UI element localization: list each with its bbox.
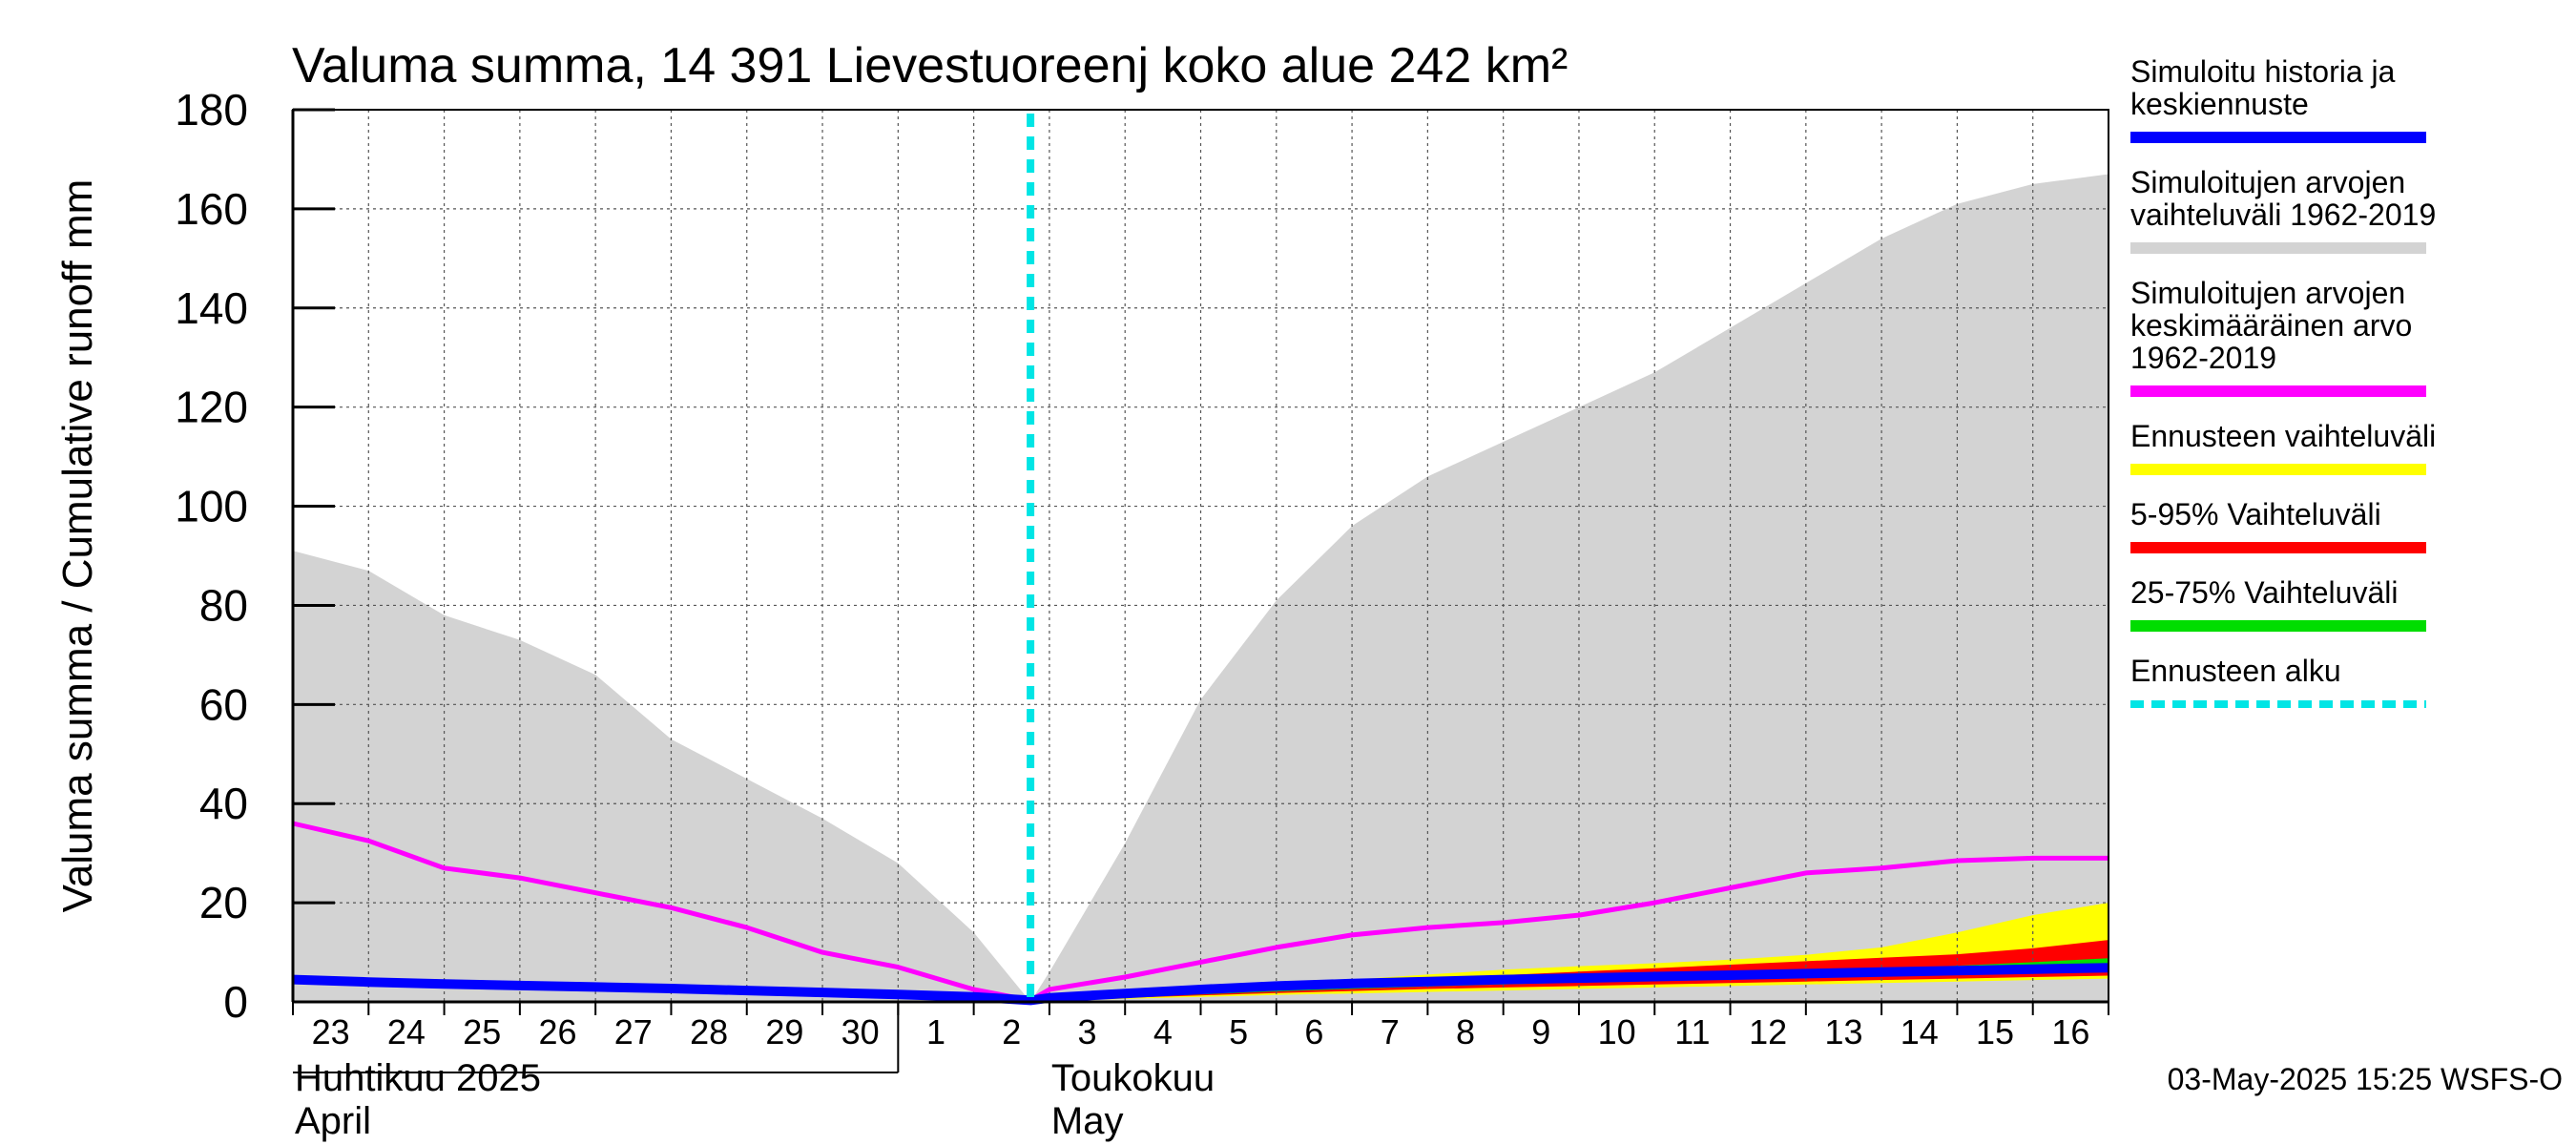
x-tick-label: 23 [312, 1012, 350, 1051]
legend-text-2: Simuloitujen arvojen [2130, 276, 2405, 310]
series-line-0 [292, 821, 2109, 1003]
x-tick-label: 9 [1531, 1012, 1550, 1051]
x-tick-label: 13 [1824, 1012, 1862, 1051]
x-tick-label: 16 [2051, 1012, 2089, 1051]
x-tick-label: 4 [1153, 1012, 1173, 1051]
y-tick-label: 160 [175, 184, 248, 234]
month-label-fi: Toukokuu [1051, 1057, 1215, 1099]
x-tick-label: 10 [1598, 1012, 1636, 1051]
y-tick-label: 180 [175, 85, 248, 135]
timestamp: 03-May-2025 15:25 WSFS-O [2168, 1062, 2563, 1096]
legend-text-4: 5-95% Vaihteluväli [2130, 497, 2381, 531]
chart-title: Valuma summa, 14 391 Lievestuoreenj koko… [292, 38, 1568, 94]
legend-text-3: Ennusteen vaihteluväli [2130, 419, 2436, 453]
x-tick-label: 3 [1078, 1012, 1097, 1051]
line-layer [292, 821, 2109, 1006]
y-tick-label: 0 [223, 977, 248, 1027]
x-tick-label: 1 [926, 1012, 945, 1051]
y-tick-label: 80 [199, 580, 248, 630]
band-0 [293, 174, 2109, 1002]
legend-text-1: vaihteluväli 1962-2019 [2130, 198, 2436, 232]
month-label-fi: Huhtikuu 2025 [295, 1057, 541, 1099]
month-label-en: April [295, 1100, 371, 1142]
x-tick-label: 5 [1229, 1012, 1248, 1051]
month-label-en: May [1051, 1100, 1124, 1142]
legend-text-1: Simuloitujen arvojen [2130, 165, 2405, 199]
x-tick-label: 29 [765, 1012, 803, 1051]
legend-text-6: Ennusteen alku [2130, 654, 2341, 688]
y-tick-label: 60 [199, 679, 248, 729]
y-tick-label: 120 [175, 383, 248, 432]
x-tick-label: 8 [1456, 1012, 1475, 1051]
y-tick-label: 40 [199, 779, 248, 828]
x-tick-label: 2 [1002, 1012, 1021, 1051]
x-tick-label: 25 [463, 1012, 501, 1051]
series-line-1 [292, 963, 2109, 1006]
x-tick-label: 11 [1674, 1012, 1710, 1051]
x-tick-label: 24 [387, 1012, 426, 1051]
legend-text-0: Simuloitu historia ja [2130, 54, 2396, 89]
legend-text-2: keskimääräinen arvo [2130, 308, 2412, 343]
legend-text-0: keskiennuste [2130, 87, 2309, 121]
y-tick-label: 20 [199, 878, 248, 927]
x-tick-label: 12 [1749, 1012, 1787, 1051]
legend-text-2: 1962-2019 [2130, 341, 2276, 375]
x-tick-label: 14 [1901, 1012, 1939, 1051]
y-tick-label: 140 [175, 283, 248, 333]
y-axis-label: Valuma summa / Cumulative runoff mm [54, 179, 101, 913]
y-tick-label: 100 [175, 482, 248, 531]
x-tick-label: 7 [1381, 1012, 1400, 1051]
x-tick-label: 15 [1976, 1012, 2014, 1051]
x-tick-label: 6 [1304, 1012, 1323, 1051]
x-tick-label: 28 [690, 1012, 728, 1051]
legend-text-5: 25-75% Vaihteluväli [2130, 575, 2398, 610]
x-tick-label: 27 [614, 1012, 653, 1051]
x-tick-label: 26 [538, 1012, 576, 1051]
x-tick-label: 30 [841, 1012, 880, 1051]
